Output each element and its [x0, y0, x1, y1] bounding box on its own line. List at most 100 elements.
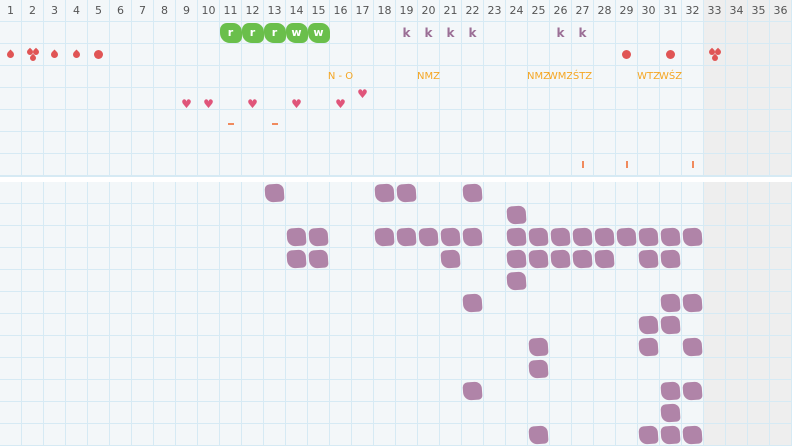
- dash-cell[interactable]: [154, 110, 176, 132]
- dash-cell[interactable]: [22, 110, 44, 132]
- entry-cell[interactable]: [440, 402, 462, 424]
- entry-cell[interactable]: [44, 402, 66, 424]
- heart-cell[interactable]: [0, 88, 22, 110]
- tick-cell[interactable]: [154, 154, 176, 176]
- bleeding-cell[interactable]: [616, 44, 638, 66]
- entry-cell[interactable]: [418, 380, 440, 402]
- entry-cell[interactable]: [110, 182, 132, 204]
- entry-cell[interactable]: [352, 204, 374, 226]
- entry-cell[interactable]: [176, 380, 198, 402]
- label-cell[interactable]: [132, 66, 154, 88]
- bleeding-cell[interactable]: [154, 44, 176, 66]
- entry-cell[interactable]: [220, 270, 242, 292]
- entry-cell[interactable]: [638, 336, 660, 358]
- sticker-cell[interactable]: w: [286, 22, 308, 44]
- tick-cell[interactable]: [748, 154, 770, 176]
- entry-cell[interactable]: [550, 270, 572, 292]
- entry-cell[interactable]: [484, 402, 506, 424]
- entry-cell[interactable]: [396, 402, 418, 424]
- tick-cell[interactable]: [88, 154, 110, 176]
- empty-cell[interactable]: [88, 132, 110, 154]
- entry-cell[interactable]: [132, 336, 154, 358]
- dash-cell[interactable]: [0, 110, 22, 132]
- tick-cell[interactable]: [66, 154, 88, 176]
- entry-cell[interactable]: [374, 248, 396, 270]
- heart-cell[interactable]: [726, 88, 748, 110]
- entry-cell[interactable]: [0, 182, 22, 204]
- tick-cell[interactable]: [770, 154, 792, 176]
- entry-cell[interactable]: [286, 292, 308, 314]
- entry-cell[interactable]: [154, 402, 176, 424]
- entry-cell[interactable]: [418, 204, 440, 226]
- entry-cell[interactable]: [308, 358, 330, 380]
- sticker-cell[interactable]: [176, 22, 198, 44]
- entry-cell[interactable]: [660, 292, 682, 314]
- tick-cell[interactable]: [682, 154, 704, 176]
- sticker-cell[interactable]: r: [220, 22, 242, 44]
- entry-cell[interactable]: [462, 336, 484, 358]
- entry-cell[interactable]: [594, 292, 616, 314]
- label-cell[interactable]: [770, 66, 792, 88]
- bleeding-cell[interactable]: [418, 44, 440, 66]
- dash-cell[interactable]: [264, 110, 286, 132]
- entry-cell[interactable]: [352, 380, 374, 402]
- entry-cell[interactable]: [352, 424, 374, 446]
- entry-cell[interactable]: [506, 182, 528, 204]
- label-cell[interactable]: [594, 66, 616, 88]
- dash-cell[interactable]: [396, 110, 418, 132]
- entry-cell[interactable]: [594, 248, 616, 270]
- entry-cell[interactable]: [176, 336, 198, 358]
- entry-cell[interactable]: [352, 336, 374, 358]
- tick-cell[interactable]: [22, 154, 44, 176]
- entry-cell[interactable]: [506, 270, 528, 292]
- entry-cell[interactable]: [660, 380, 682, 402]
- entry-cell[interactable]: [220, 336, 242, 358]
- entry-cell[interactable]: [352, 226, 374, 248]
- sticker-cell[interactable]: r: [242, 22, 264, 44]
- bleeding-cell[interactable]: [198, 44, 220, 66]
- entry-cell[interactable]: [264, 182, 286, 204]
- entry-cell[interactable]: [528, 226, 550, 248]
- dash-cell[interactable]: [374, 110, 396, 132]
- entry-cell[interactable]: [352, 402, 374, 424]
- entry-cell[interactable]: [594, 226, 616, 248]
- entry-cell[interactable]: [616, 314, 638, 336]
- empty-cell[interactable]: [770, 132, 792, 154]
- entry-cell[interactable]: [308, 226, 330, 248]
- label-cell[interactable]: [176, 66, 198, 88]
- entry-cell[interactable]: [594, 336, 616, 358]
- bleeding-cell[interactable]: [572, 44, 594, 66]
- tick-cell[interactable]: [242, 154, 264, 176]
- entry-cell[interactable]: [396, 336, 418, 358]
- entry-cell[interactable]: [440, 292, 462, 314]
- entry-cell[interactable]: [396, 248, 418, 270]
- entry-cell[interactable]: [132, 270, 154, 292]
- entry-cell[interactable]: [308, 424, 330, 446]
- entry-cell[interactable]: [154, 336, 176, 358]
- entry-cell[interactable]: [506, 424, 528, 446]
- entry-cell[interactable]: [88, 204, 110, 226]
- entry-cell[interactable]: [528, 380, 550, 402]
- entry-cell[interactable]: [264, 336, 286, 358]
- empty-cell[interactable]: [154, 132, 176, 154]
- tick-cell[interactable]: [638, 154, 660, 176]
- entry-cell[interactable]: [176, 424, 198, 446]
- entry-cell[interactable]: [286, 424, 308, 446]
- sticker-cell[interactable]: k: [396, 22, 418, 44]
- entry-cell[interactable]: [616, 380, 638, 402]
- tick-cell[interactable]: [0, 154, 22, 176]
- sticker-cell[interactable]: [198, 22, 220, 44]
- label-cell[interactable]: [462, 66, 484, 88]
- entry-cell[interactable]: [440, 358, 462, 380]
- empty-cell[interactable]: [748, 132, 770, 154]
- entry-cell[interactable]: [88, 380, 110, 402]
- sticker-cell[interactable]: k: [440, 22, 462, 44]
- entry-cell[interactable]: [352, 314, 374, 336]
- sticker-cell[interactable]: [748, 22, 770, 44]
- heart-cell[interactable]: [220, 88, 242, 110]
- entry-cell[interactable]: [22, 358, 44, 380]
- dash-cell[interactable]: [44, 110, 66, 132]
- entry-cell[interactable]: [330, 424, 352, 446]
- entry-cell[interactable]: [638, 292, 660, 314]
- entry-cell[interactable]: [484, 424, 506, 446]
